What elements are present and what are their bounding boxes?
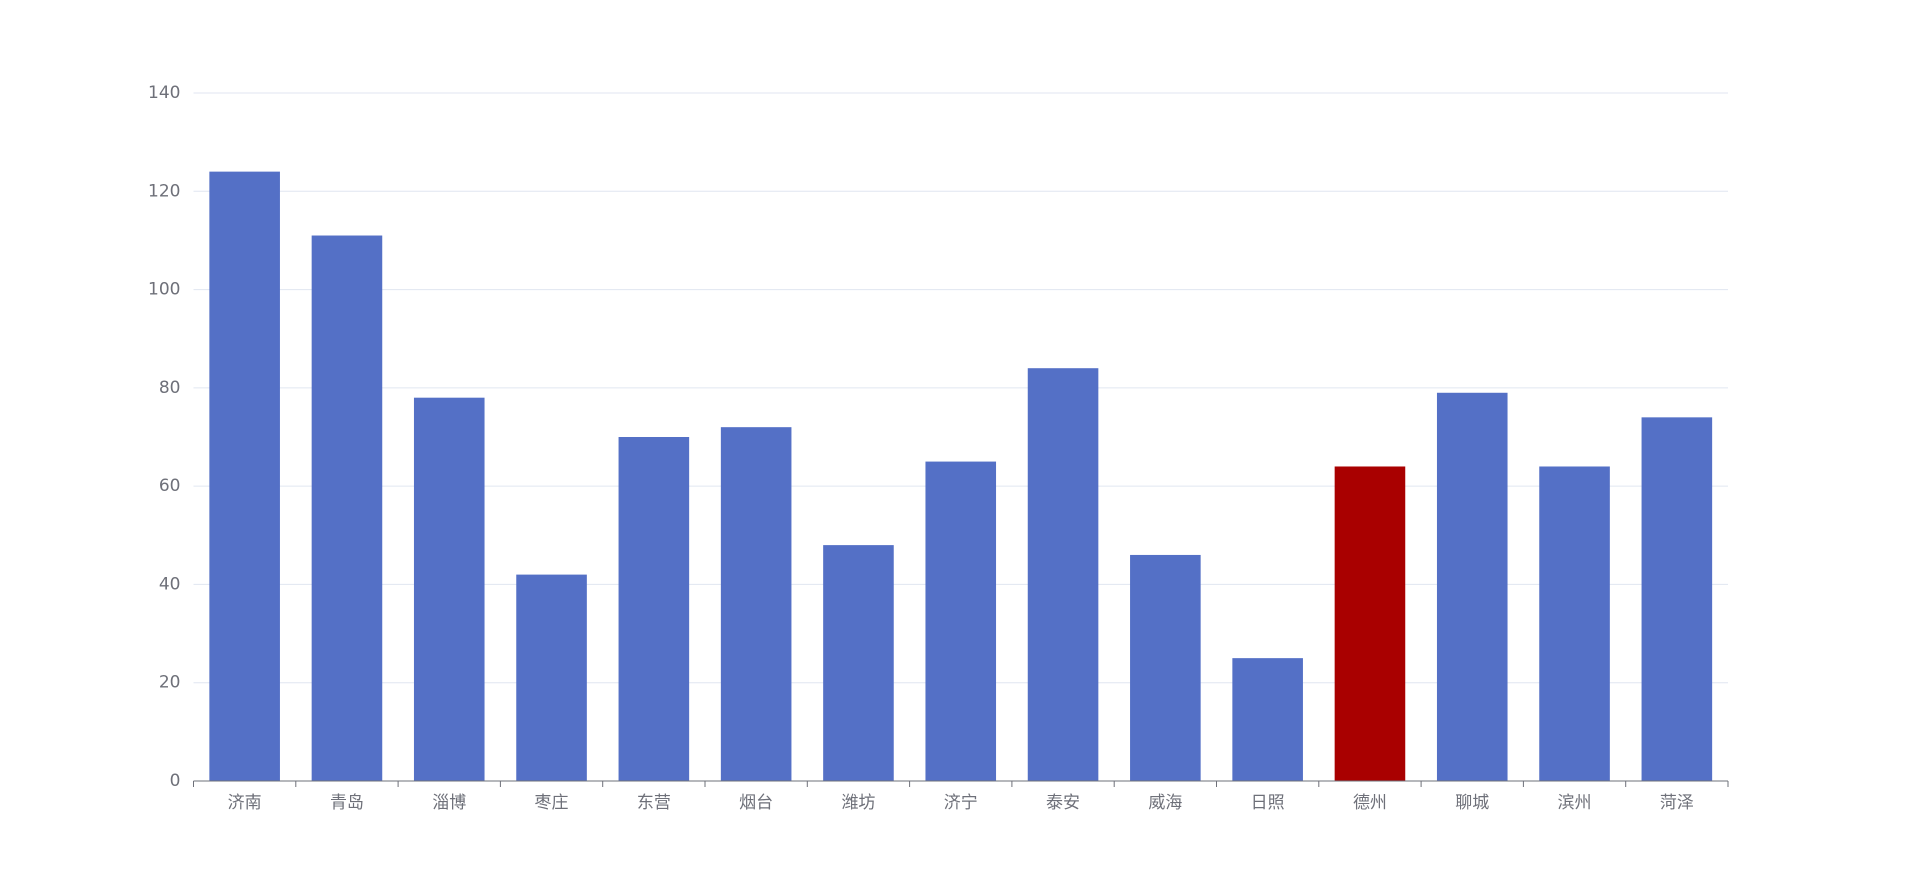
x-tick-label: 聊城	[1455, 793, 1489, 813]
x-tick-label: 济南	[228, 793, 262, 813]
bar	[618, 437, 690, 781]
bar	[925, 461, 997, 781]
bar	[516, 574, 587, 781]
x-tick-label: 烟台	[739, 793, 773, 813]
x-tick-label: 德州	[1353, 793, 1387, 813]
x-tick-label: 菏泽	[1660, 793, 1694, 813]
bar	[1130, 554, 1201, 781]
y-tick-label: 40	[159, 574, 181, 594]
y-tick-label: 0	[170, 771, 181, 791]
bar	[1334, 466, 1406, 781]
bar	[720, 427, 792, 781]
bar	[1641, 417, 1713, 781]
y-tick-label: 80	[159, 378, 181, 398]
bar	[823, 545, 894, 781]
bar	[209, 171, 280, 782]
bar	[413, 397, 485, 781]
y-tick-label: 120	[148, 181, 180, 201]
bar	[311, 235, 383, 781]
x-tick-label: 枣庄	[535, 793, 569, 813]
x-tick-label: 滨州	[1558, 793, 1592, 813]
x-tick-label: 日照	[1251, 793, 1285, 813]
y-tick-label: 100	[148, 280, 180, 300]
x-tick-label: 淄博	[432, 793, 466, 813]
x-tick-label: 泰安	[1046, 793, 1080, 813]
x-tick-label: 潍坊	[841, 793, 875, 813]
x-tick-label: 青岛	[330, 793, 364, 813]
bar	[1539, 466, 1610, 781]
y-tick-label: 20	[159, 673, 181, 693]
x-tick-label: 威海	[1148, 793, 1182, 813]
bar	[1232, 658, 1303, 781]
y-tick-label: 60	[159, 476, 181, 496]
bar	[1027, 368, 1099, 781]
bar	[1436, 392, 1508, 781]
x-tick-label: 东营	[637, 793, 671, 813]
x-tick-label: 济宁	[944, 793, 978, 813]
y-tick-label: 140	[148, 83, 180, 103]
